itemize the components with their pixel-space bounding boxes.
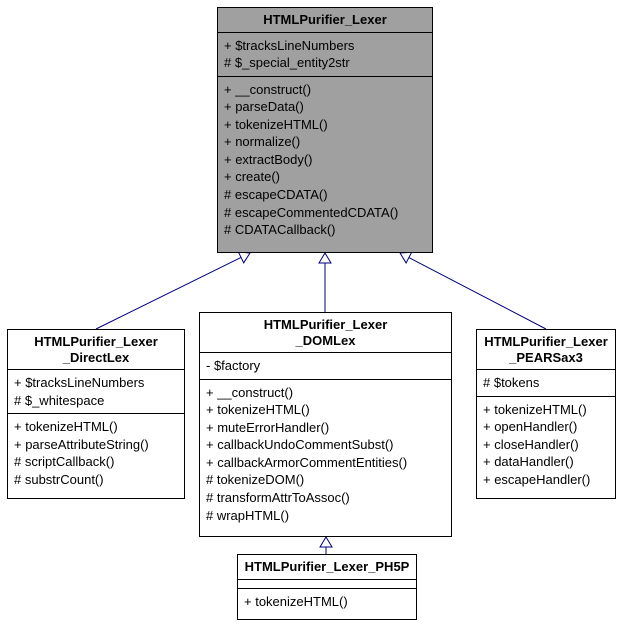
uml-diagram: HTMLPurifier_Lexer + $tracksLineNumbers …: [0, 0, 624, 627]
class-title: HTMLPurifier_Lexer_PH5P: [238, 555, 416, 580]
class-attributes: - $factory: [200, 353, 451, 380]
class-attributes: # $tokens: [477, 370, 615, 397]
class-methods: + __construct() + tokenizeHTML() + muteE…: [200, 380, 451, 528]
class-attributes: + $tracksLineNumbers # $_special_entity2…: [218, 33, 432, 77]
class-htmlpurifier-lexer-directlex: HTMLPurifier_Lexer _DirectLex + $tracksL…: [7, 329, 185, 499]
class-methods: + tokenizeHTML() + openHandler() + close…: [477, 397, 615, 493]
class-methods: + tokenizeHTML(): [238, 589, 416, 615]
class-attributes: + $tracksLineNumbers # $_whitespace: [8, 370, 184, 414]
class-htmlpurifier-lexer-domlex: HTMLPurifier_Lexer _DOMLex - $factory + …: [199, 312, 452, 537]
class-methods: + tokenizeHTML() + parseAttributeString(…: [8, 414, 184, 492]
class-htmlpurifier-lexer-pearsax3: HTMLPurifier_Lexer _PEARSax3 # $tokens +…: [476, 329, 616, 499]
class-htmlpurifier-lexer-ph5p: HTMLPurifier_Lexer_PH5P + tokenizeHTML(): [237, 554, 417, 620]
class-attributes: [238, 580, 416, 589]
class-title: HTMLPurifier_Lexer _PEARSax3: [477, 330, 615, 370]
class-title: HTMLPurifier_Lexer: [218, 8, 432, 33]
class-title: HTMLPurifier_Lexer _DirectLex: [8, 330, 184, 370]
class-htmlpurifier-lexer: HTMLPurifier_Lexer + $tracksLineNumbers …: [217, 7, 433, 253]
class-title: HTMLPurifier_Lexer _DOMLex: [200, 313, 451, 353]
class-methods: + __construct() + parseData() + tokenize…: [218, 77, 432, 243]
